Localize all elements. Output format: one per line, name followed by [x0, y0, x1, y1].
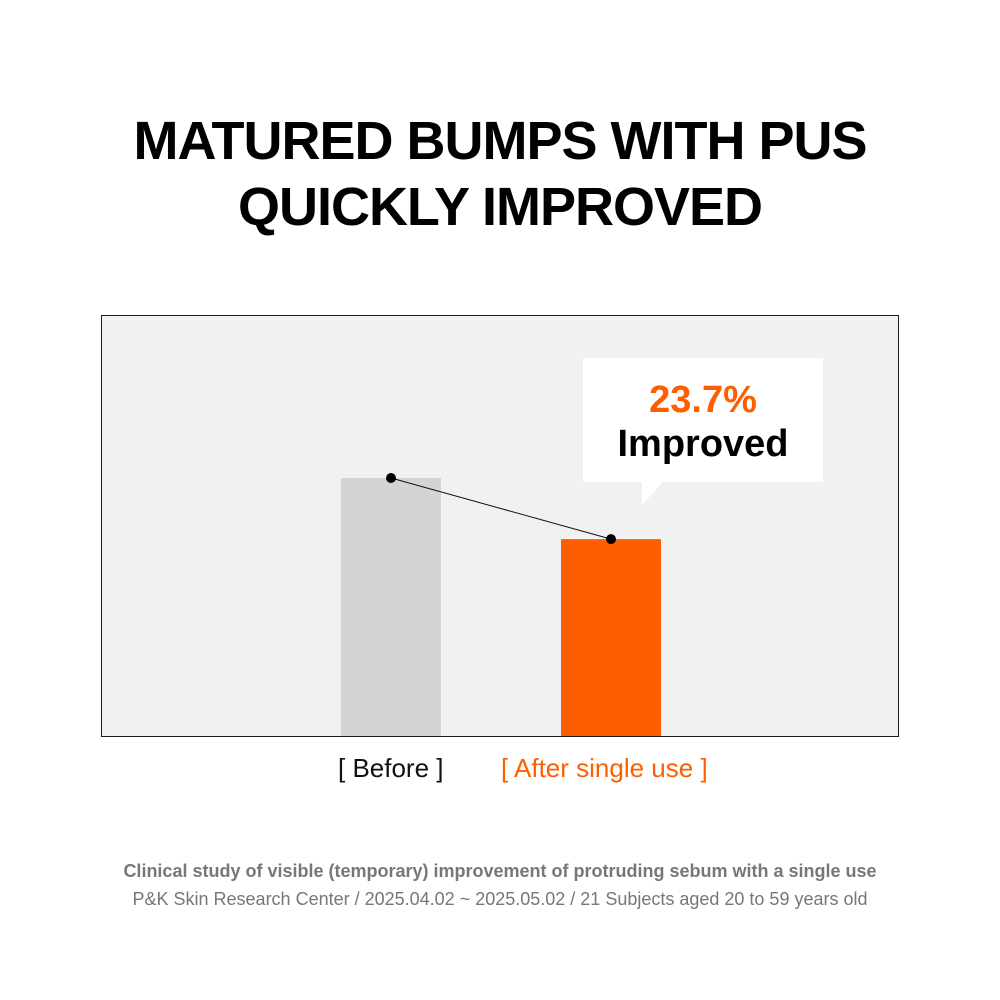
footnote-source: P&K Skin Research Center / 2025.04.02 ~ …: [132, 889, 868, 909]
trend-line: [390, 477, 612, 540]
footnote-study: Clinical study of visible (temporary) im…: [123, 861, 877, 881]
title-line-2: QUICKLY IMPROVED: [237, 177, 763, 237]
point-before: [386, 473, 396, 483]
improvement-value: 23.7%: [649, 379, 757, 421]
improvement-callout: 23.7% Improved: [583, 358, 823, 482]
page-title: MATURED BUMPS WITH PUS QUICKLY IMPROVED: [0, 108, 1000, 240]
bar-before: [341, 478, 441, 736]
point-after: [606, 534, 616, 545]
category-label-after: [ After single use ]: [501, 753, 708, 783]
title-line-1: MATURED BUMPS WITH PUS: [133, 111, 868, 171]
improvement-label: Improved: [617, 423, 789, 465]
bar-after: [561, 539, 661, 736]
callout-pointer: [642, 481, 664, 505]
category-label-before: [ Before ]: [338, 753, 444, 783]
bar-chart: [341, 473, 661, 736]
